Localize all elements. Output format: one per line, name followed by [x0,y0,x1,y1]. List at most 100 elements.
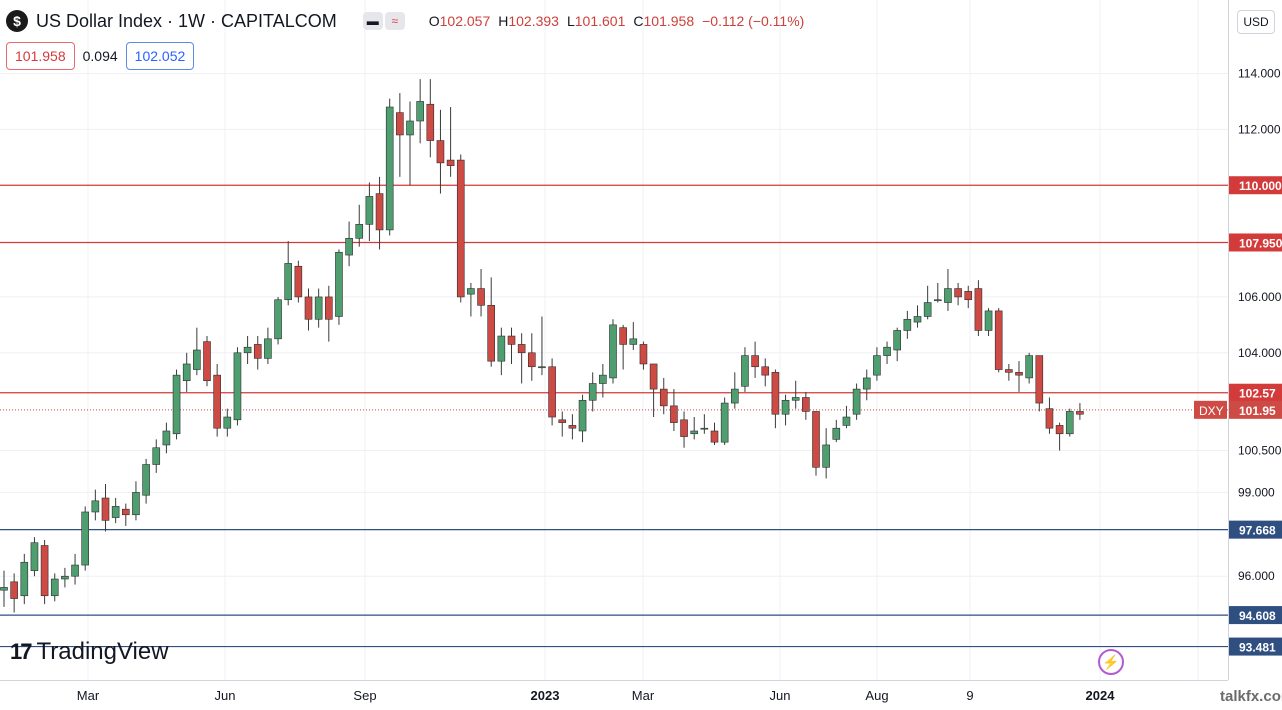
candle [396,93,404,177]
candle-body [253,344,262,359]
candle [467,282,475,317]
buy-button[interactable]: 102.052 [125,42,195,70]
candle [345,221,353,267]
candle-body [964,291,973,301]
candle [619,324,627,370]
candle [1025,352,1033,384]
candle [873,347,881,381]
candle-body [132,492,140,516]
ohlc-open-label: O [428,13,440,29]
candle [791,380,800,409]
candle-body [1055,425,1064,435]
candle [1045,397,1054,434]
candle-body [507,335,516,345]
candle-body [599,374,607,384]
candle-body [91,500,100,513]
candle [111,498,120,524]
candle [253,336,262,370]
price-axis-panel [1228,0,1282,710]
candle-body [0,587,8,591]
candle [1005,363,1013,381]
candle-body [984,310,993,331]
candle-body [954,288,962,298]
candle-body [903,318,912,331]
candle [862,369,871,401]
candle [172,369,181,440]
candle-body [761,366,770,376]
candle [842,405,851,429]
ohlc-low: 101.601 [574,13,626,29]
candle [538,316,546,376]
candle [527,333,536,381]
candle [456,154,465,303]
candle-body [1015,372,1023,376]
chart-grid [0,0,1228,680]
level-tag-label: 97.668 [1239,524,1276,538]
candle [274,296,282,345]
candle [487,277,496,367]
minus-icon[interactable]: ▬ [362,12,383,30]
sell-button[interactable]: 101.958 [6,42,75,70]
candle-body [122,508,130,516]
candle-body [639,344,648,365]
ohlc-low-label: L [566,13,575,29]
candle-body [517,344,526,354]
time-tick-label: 2024 [1086,688,1116,703]
candle-body [568,425,577,429]
tradingview-logo[interactable]: 17 TradingView [10,638,169,666]
candle-body [274,299,282,340]
candle [203,336,211,387]
time-tick-label: Sep [353,688,376,703]
symbol-tag-label: DXY [1199,404,1224,418]
candle [101,484,110,532]
candle-body [680,419,688,437]
candle [1065,408,1074,437]
candle-body [335,251,343,317]
level-tag-label: 93.481 [1239,641,1276,655]
level-tag [1229,233,1282,252]
level-tag [1229,606,1282,625]
candle [40,539,49,605]
candle [558,411,567,437]
wave-icon[interactable]: ≈ [384,12,405,30]
candle [964,285,973,309]
candle [264,327,272,364]
level-tag [1229,520,1282,539]
current-price-label: 101.95 [1239,404,1276,418]
candle [50,573,59,602]
candle-body [741,355,749,387]
candle-body [243,346,252,354]
dollar-symbol-icon[interactable]: $ [6,10,28,32]
candle [1035,355,1044,412]
candle-body [375,193,384,231]
ohlc-change: −0.112 (−0.11%) [702,13,805,29]
candle [994,308,1003,373]
candle [802,391,810,420]
indicator-toggle[interactable]: ▬ ≈ [362,12,405,30]
candle [548,358,556,426]
candle-body [314,296,323,320]
flash-icon[interactable]: ⚡ [1098,649,1124,675]
candle-body [487,305,496,362]
candle [233,347,242,426]
currency-button[interactable]: USD [1237,10,1275,34]
trade-panel: 101.958 0.094 102.052 [6,42,195,70]
candle-body [81,511,89,566]
candle [223,408,232,437]
time-tick-label: 2023 [531,688,560,703]
candle-body [883,346,891,356]
candle [162,422,171,454]
price-axis: 114.000 112.000 106.000 104.000 100.500 99.00… [1194,0,1282,710]
candle [771,369,780,429]
level-tag [1229,383,1282,402]
candle-body [538,366,546,369]
candle-body [385,106,394,231]
candle [913,305,922,328]
price-tick-label: 100.500 [1238,444,1282,458]
current-price-tag [1229,400,1282,419]
candle-body [71,564,79,577]
candle-body [771,372,780,415]
time-tick-label: Mar [77,688,100,703]
symbol-title[interactable]: US Dollar Index · 1W · CAPITALCOM [36,10,337,31]
